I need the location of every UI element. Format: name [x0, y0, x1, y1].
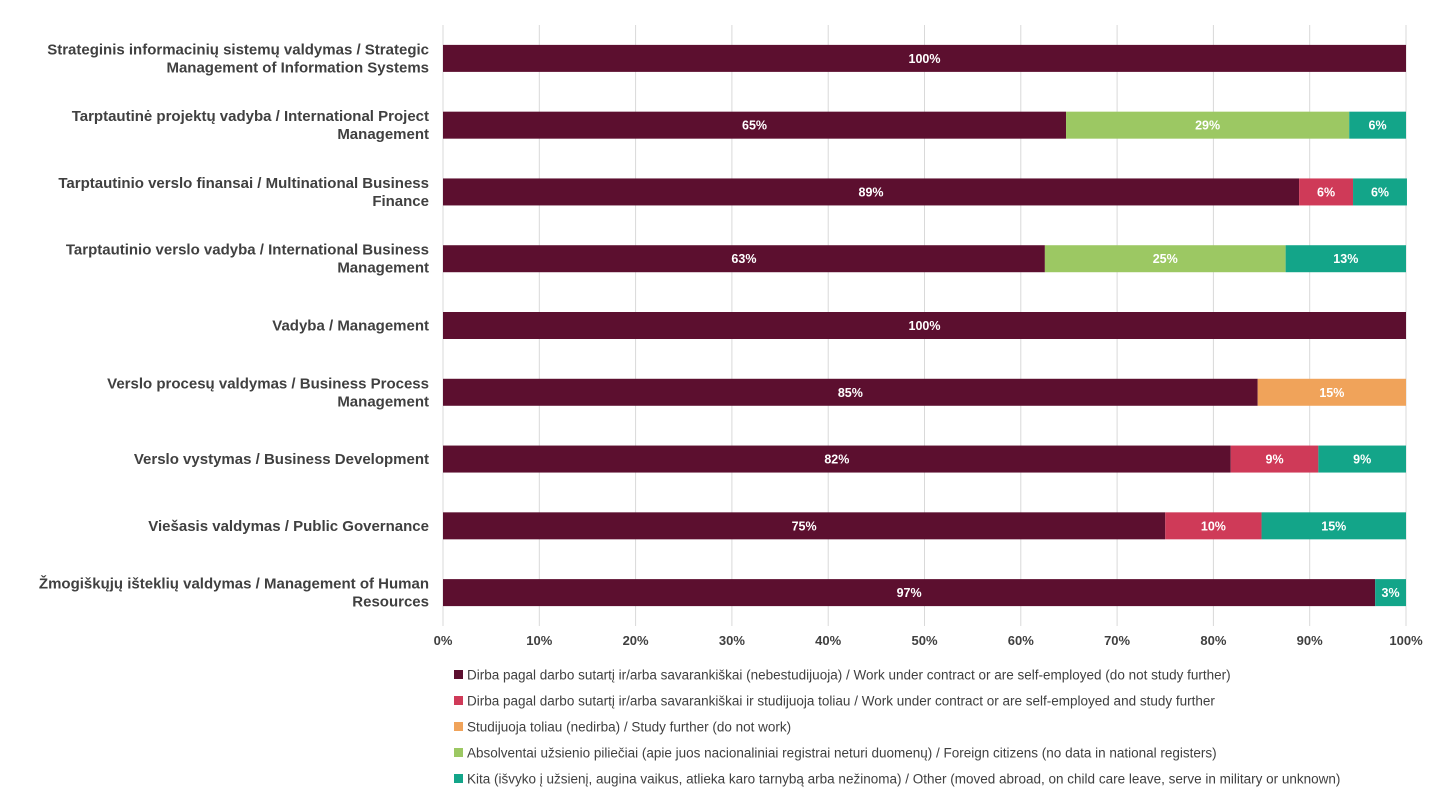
- bar-segment: [1349, 111, 1406, 139]
- legend-label: Dirba pagal darbo sutartį ir/arba savara…: [467, 694, 1215, 709]
- bar-segment: [1066, 111, 1350, 139]
- category-label: Management: [337, 393, 429, 410]
- x-tick-label: 70%: [1104, 633, 1130, 648]
- category-label: Resources: [352, 594, 429, 611]
- legend-swatch: [454, 696, 463, 705]
- data-label: 10%: [1201, 519, 1226, 533]
- category-label: Strateginis informacinių sistemų valdyma…: [47, 41, 429, 58]
- bar-segment: [1230, 445, 1319, 473]
- x-tick-label: 50%: [911, 633, 937, 648]
- data-label: 63%: [731, 252, 756, 266]
- data-label: 15%: [1319, 386, 1344, 400]
- legend-label: Absolventai užsienio piliečiai (apie juo…: [467, 746, 1217, 761]
- data-label: 9%: [1266, 453, 1284, 467]
- bar-segment: [1318, 445, 1406, 473]
- bar-segment: [443, 579, 1376, 607]
- bar-segment: [1285, 245, 1406, 273]
- bar-segment: [1299, 178, 1354, 206]
- bar-segment: [443, 245, 1045, 273]
- data-label: 89%: [859, 185, 884, 199]
- data-label: 13%: [1333, 252, 1358, 266]
- legend-swatch: [454, 774, 463, 783]
- bar-segment: [443, 111, 1067, 139]
- x-tick-label: 40%: [815, 633, 841, 648]
- data-label: 25%: [1153, 252, 1178, 266]
- x-tick-label: 10%: [526, 633, 552, 648]
- category-labels: Strateginis informacinių sistemų valdyma…: [39, 41, 429, 610]
- legend-swatch: [454, 670, 463, 679]
- bar-segment: [1353, 178, 1407, 206]
- bar-segment: [443, 445, 1231, 473]
- category-label: Tarptautinio verslo vadyba / Internation…: [66, 242, 429, 259]
- legend: Dirba pagal darbo sutartį ir/arba savara…: [454, 668, 1340, 787]
- x-tick-label: 0%: [434, 633, 453, 648]
- data-label: 29%: [1195, 119, 1220, 133]
- category-label: Verslo procesų valdymas / Business Proce…: [107, 375, 429, 392]
- x-tick-label: 30%: [719, 633, 745, 648]
- bar-segment: [443, 512, 1166, 540]
- bar-segment: [1257, 378, 1406, 406]
- data-label: 100%: [909, 52, 941, 66]
- data-label: 9%: [1353, 453, 1371, 467]
- legend-label: Kita (išvyko į užsienį, augina vaikus, a…: [467, 772, 1340, 787]
- bar-segment: [1044, 245, 1286, 273]
- category-label: Tarptautinė projektų vadyba / Internatio…: [72, 108, 429, 125]
- legend-label: Studijuoja toliau (nedirba) / Study furt…: [467, 720, 791, 735]
- category-label: Management of Information Systems: [166, 59, 429, 76]
- data-label: 65%: [742, 119, 767, 133]
- legend-swatch: [454, 748, 463, 757]
- data-label: 15%: [1321, 519, 1346, 533]
- data-label: 6%: [1369, 119, 1387, 133]
- category-label: Viešasis valdymas / Public Governance: [148, 518, 429, 535]
- category-label: Vadyba / Management: [272, 318, 429, 335]
- category-label: Žmogiškųjų išteklių valdymas / Managemen…: [39, 575, 429, 593]
- bar-segment: [443, 378, 1258, 406]
- category-label: Tarptautinio verslo finansai / Multinati…: [58, 175, 429, 192]
- data-label: 3%: [1382, 586, 1400, 600]
- category-label: Verslo vystymas / Business Development: [134, 451, 429, 468]
- x-tick-label: 90%: [1297, 633, 1323, 648]
- data-label: 97%: [897, 586, 922, 600]
- data-label: 6%: [1317, 185, 1335, 199]
- bar-segment: [1375, 579, 1406, 607]
- x-tick-label: 80%: [1200, 633, 1226, 648]
- legend-swatch: [454, 722, 463, 731]
- bar-segment: [443, 178, 1300, 206]
- legend-label: Dirba pagal darbo sutartį ir/arba savara…: [467, 668, 1231, 683]
- data-label: 6%: [1371, 185, 1389, 199]
- data-label: 82%: [824, 453, 849, 467]
- category-label: Finance: [372, 193, 429, 210]
- data-label: 100%: [909, 319, 941, 333]
- bar-segment: [1261, 512, 1406, 540]
- data-labels: 100% 65% 29% 6% 89% 6% 6% 63% 25% 13% 100% 85% 15% 82…: [731, 52, 1399, 600]
- bar-segment: [443, 312, 1406, 339]
- x-axis-tick-labels: 0% 10% 20% 30% 40% 50% 60% 70% 80% 90% 100%: [434, 633, 1423, 648]
- data-label: 75%: [792, 519, 817, 533]
- category-label: Management: [337, 126, 429, 143]
- x-tick-label: 60%: [1008, 633, 1034, 648]
- bars: [443, 44, 1407, 607]
- category-label: Management: [337, 260, 429, 277]
- data-label: 85%: [838, 386, 863, 400]
- bar-segment: [1165, 512, 1262, 540]
- x-tick-label: 20%: [623, 633, 649, 648]
- bar-segment: [443, 44, 1406, 72]
- x-tick-label: 100%: [1389, 633, 1423, 648]
